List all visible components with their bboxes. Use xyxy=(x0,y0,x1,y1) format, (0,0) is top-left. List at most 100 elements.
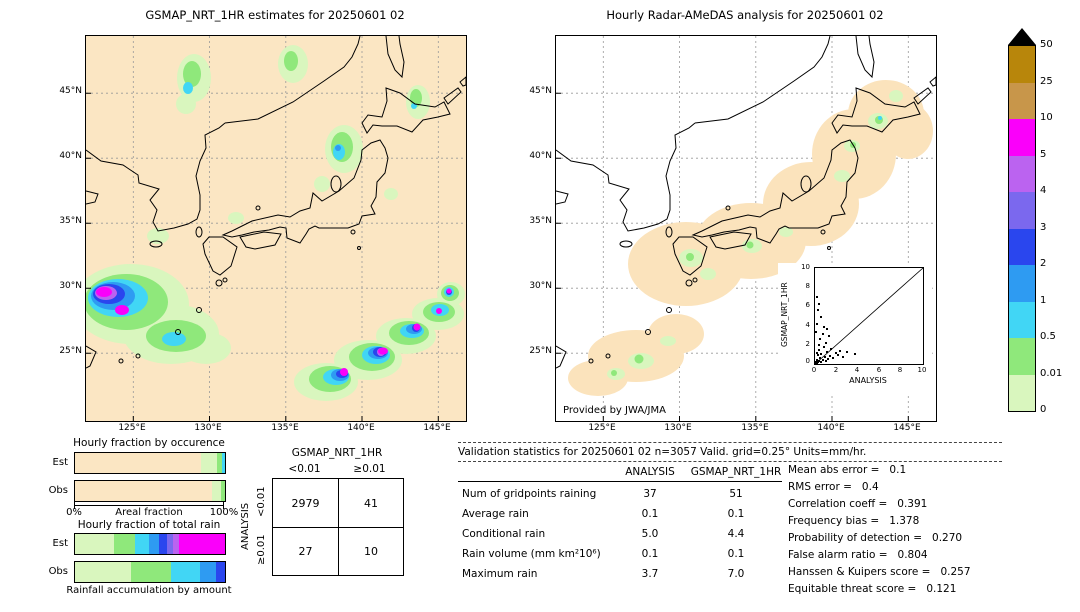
bar-segment xyxy=(75,562,131,582)
scatter-point xyxy=(853,353,856,356)
stats-row-label: Num of gridpoints raining xyxy=(462,488,597,500)
stats-value-gsmap: 0.1 xyxy=(727,508,745,520)
colorbar-label: 0.01 xyxy=(1040,368,1063,379)
metric-value: 1.378 xyxy=(889,515,920,527)
axis-tick-left xyxy=(74,502,75,509)
stats-row-label: Maximum rain xyxy=(462,568,538,580)
metric-label: False alarm ratio = xyxy=(788,549,888,561)
scatter-point xyxy=(846,351,849,354)
right-lat-label: 25°N xyxy=(529,346,552,356)
metric-label: Mean abs error = xyxy=(788,464,880,476)
left-lon-label: 140°E xyxy=(347,423,375,433)
left-map-title: GSMAP_NRT_1HR estimates for 20250601 02 xyxy=(145,8,405,22)
axis-min-label: 0% xyxy=(66,507,82,518)
scatter-point xyxy=(834,352,837,355)
contingency-cell: 41 xyxy=(338,479,403,527)
stats-value-gsmap: 0.1 xyxy=(727,548,745,560)
scatter-point xyxy=(830,347,833,350)
inset-xtick: 10 xyxy=(917,366,927,374)
stats-value-gsmap: 4.4 xyxy=(727,528,745,540)
contingency-cell: 2979 xyxy=(291,496,320,510)
colorbar-label: 2 xyxy=(1040,258,1047,269)
stats-divider-top xyxy=(458,442,1002,443)
colorbar-overflow-triangle xyxy=(1008,28,1036,45)
stats-row-label: Conditional rain xyxy=(462,528,546,540)
obs-label: Obs xyxy=(48,485,68,496)
stats-header: Validation statistics for 20250601 02 n=… xyxy=(458,446,867,458)
colorbar-label: 1 xyxy=(1040,295,1047,306)
inset-ytick: 4 xyxy=(805,321,810,329)
stats-col-header-gsmap: GSMAP_NRT_1HR xyxy=(690,466,782,478)
bar-segment xyxy=(216,453,222,473)
bar-segment xyxy=(135,534,149,554)
left-lat-label: 35°N xyxy=(59,216,82,226)
colorbar-segment xyxy=(1009,228,1035,265)
stats-value-analysis: 5.0 xyxy=(641,528,659,540)
scatter-point xyxy=(824,360,827,363)
scatter-point xyxy=(820,315,823,318)
stats-value-analysis: 0.1 xyxy=(641,548,659,560)
metric-value: 0.270 xyxy=(932,532,963,544)
metric-value: 0.1 xyxy=(889,464,907,476)
stats-value-gsmap: 51 xyxy=(729,488,743,500)
contingency-row-group: ANALYSIS xyxy=(240,502,251,550)
scatter-point xyxy=(823,356,826,359)
contingency-cell: 27 xyxy=(273,527,338,575)
metric-value: 0.804 xyxy=(897,549,928,561)
bar-segment xyxy=(148,534,159,554)
scatter-point xyxy=(816,359,819,362)
metric-row: False alarm ratio = 0.804 xyxy=(788,549,928,561)
metric-label: RMS error = xyxy=(788,481,852,493)
left-lon-label: 125°E xyxy=(118,423,146,433)
colorbar-segment xyxy=(1009,265,1035,302)
scatter-point xyxy=(842,356,845,359)
right-lat-label: 40°N xyxy=(529,151,552,161)
stats-row-label: Average rain xyxy=(462,508,529,520)
scatter-point xyxy=(820,361,823,364)
inset-ytick: 2 xyxy=(805,340,810,348)
inset-xtick: 8 xyxy=(897,366,903,374)
gsmap-precipitation-overlay xyxy=(86,45,465,401)
scatter-point xyxy=(815,322,818,325)
contingency-table: 2979 41 27 10 xyxy=(272,478,404,576)
metric-row: RMS error = 0.4 xyxy=(788,481,879,493)
stats-divider-bottom xyxy=(458,461,1002,462)
scatter-point xyxy=(822,345,825,348)
colorbar-label: 5 xyxy=(1040,149,1047,160)
left-map xyxy=(85,35,467,422)
bar-segment xyxy=(221,481,225,501)
contingency-row-header: ≥0.01 xyxy=(256,534,267,566)
radar-precipitation-overlay xyxy=(607,90,903,380)
right-lat-label: 30°N xyxy=(529,281,552,291)
stats-row-label: Rain volume (mm km²10⁶) xyxy=(462,548,601,560)
right-lon-label: 145°E xyxy=(893,423,921,433)
metric-label: Probability of detection = xyxy=(788,532,923,544)
colorbar-segment xyxy=(1009,192,1035,229)
scatter-point xyxy=(817,343,820,346)
obs-label: Obs xyxy=(48,566,68,577)
colorbar-label: 4 xyxy=(1040,185,1047,196)
scatter-point xyxy=(825,328,828,331)
inset-ylabel: GSMAP_NRT_1HR xyxy=(780,282,789,348)
scatter-point xyxy=(821,333,824,336)
colorbar-label: 10 xyxy=(1040,112,1053,123)
axis-tick-right xyxy=(223,502,224,509)
contingency-col-group: GSMAP_NRT_1HR xyxy=(291,447,383,459)
bar-segment xyxy=(75,534,114,554)
colorbar-label: 25 xyxy=(1040,76,1053,87)
colorbar-label: 0.5 xyxy=(1040,331,1056,342)
scatter-point xyxy=(838,349,841,352)
scatter-point xyxy=(826,358,829,361)
left-lat-label: 30°N xyxy=(59,281,82,291)
bar-segment xyxy=(159,534,167,554)
scatter-point xyxy=(829,355,832,358)
bar-segment xyxy=(178,534,225,554)
colorbar-segment xyxy=(1009,119,1035,156)
right-map-canvas xyxy=(556,36,936,421)
left-lon-label: 145°E xyxy=(423,423,451,433)
bar-segment xyxy=(166,534,173,554)
colorbar-label: 50 xyxy=(1040,39,1053,50)
metric-value: 0.4 xyxy=(861,481,879,493)
metric-row: Mean abs error = 0.1 xyxy=(788,464,906,476)
